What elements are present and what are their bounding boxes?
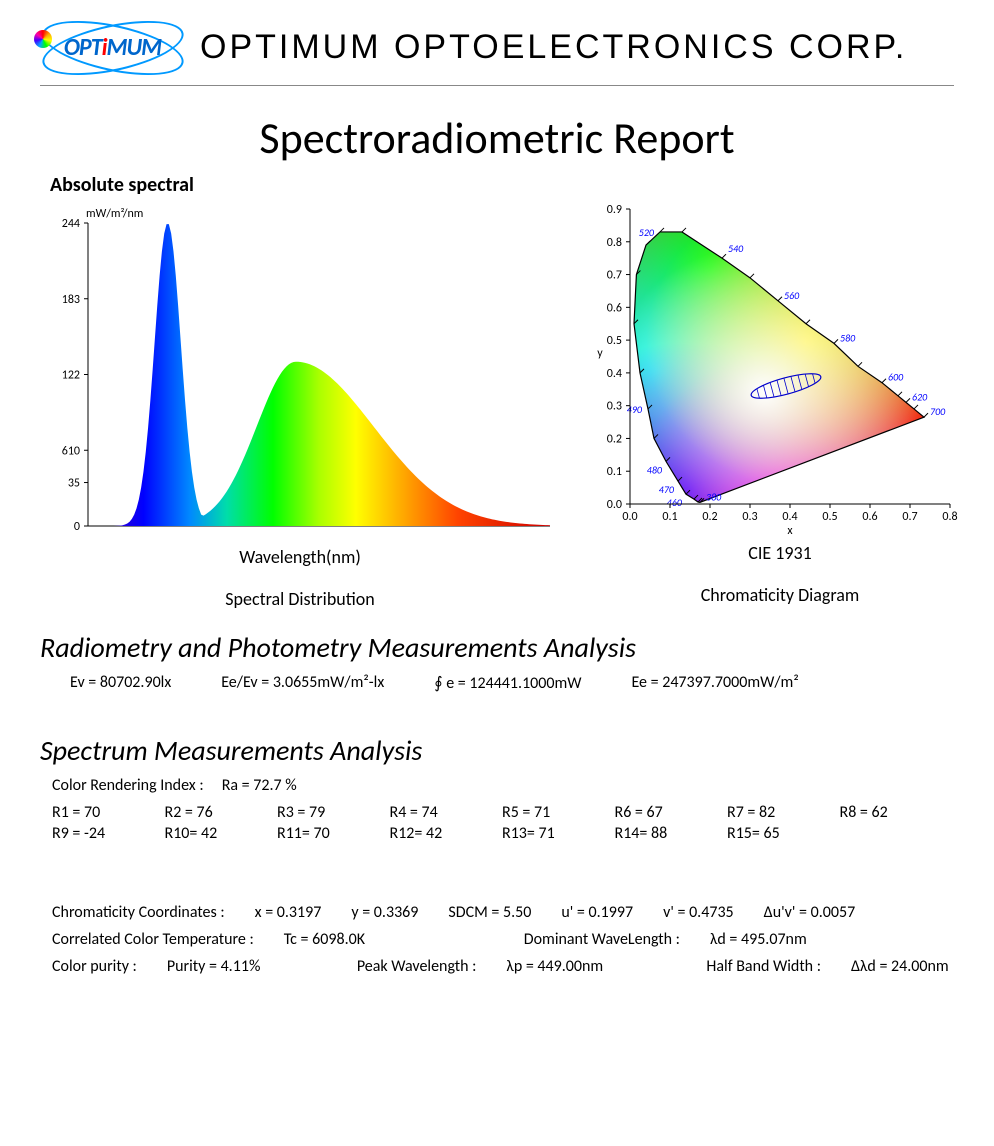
svg-text:0.4: 0.4 (607, 367, 622, 381)
cie-chart: 380 460470 480 490 520 540 560 580 600 620700 0.0… (590, 199, 970, 534)
svg-text:490: 490 (627, 403, 643, 416)
svg-text:0: 0 (74, 520, 80, 534)
radiometry-row: Ev = 80702.90lx Ee/Ev = 3.0655mW/m²-lx ∮… (70, 673, 954, 693)
svg-text:0.3: 0.3 (607, 400, 622, 414)
svg-text:520: 520 (639, 226, 655, 239)
ee-ev: Ee/Ev = 3.0655mW/m²-lx (221, 673, 384, 693)
svg-text:0.7: 0.7 (902, 510, 917, 524)
svg-text:122: 122 (62, 369, 80, 383)
svg-text:610: 610 (62, 444, 80, 458)
ee: Ee = 247397.7000mW/m² (632, 673, 799, 693)
svg-text:380: 380 (706, 490, 722, 503)
cie-x-label: CIE 1931 (748, 542, 811, 564)
radiometry-title: Radiometry and Photometry Measurements A… (40, 630, 954, 665)
spectrum-title: Spectrum Measurements Analysis (40, 733, 954, 768)
svg-text:244: 244 (62, 217, 80, 231)
r-row-1: R1 = 70 R2 = 76 R3 = 79 R4 = 74 R5 = 71 … (52, 803, 952, 822)
svg-text:470: 470 (659, 483, 675, 496)
purity-row: Color purity : Purity = 4.11% Peak Wavel… (52, 957, 954, 976)
ev: Ev = 80702.90lx (70, 673, 171, 693)
header: OPTiMUM OPTIMUM OPTOELECTRONICS CORP. (40, 20, 954, 86)
logo: OPTiMUM (40, 20, 185, 75)
company-name: OPTIMUM OPTOELECTRONICS CORP. (200, 28, 907, 67)
svg-text:0.2: 0.2 (702, 510, 717, 524)
cie-block: 380 460470 480 490 520 540 560 580 600 620700 0.0… (590, 199, 970, 606)
cri-row: Color Rendering Index : Ra = 72.7 % (52, 776, 954, 795)
svg-text:x: x (787, 524, 793, 534)
spectral-subtitle: Absolute spectral (50, 173, 194, 197)
spectral-chart: 0 35 610 122 183 244 mW/m²/nm (40, 203, 560, 538)
spectral-caption: Spectral Distribution (225, 588, 374, 610)
phi-e: ∮ e = 124441.1000mW (434, 673, 581, 693)
svg-text:0.1: 0.1 (662, 510, 677, 524)
spectral-block: Absolute spectral 0 35 610 122 183 244 mW/m²/n… (40, 173, 560, 610)
svg-text:600: 600 (888, 371, 904, 384)
svg-text:35: 35 (68, 477, 80, 491)
svg-text:0.0: 0.0 (622, 510, 637, 524)
svg-text:540: 540 (728, 242, 744, 255)
svg-text:0.5: 0.5 (822, 510, 837, 524)
svg-text:y: y (597, 347, 603, 361)
svg-text:0.6: 0.6 (862, 510, 877, 524)
r-row-2: R9 = -24 R10= 42 R11= 70 R12= 42 R13= 71… (52, 824, 952, 843)
svg-text:480: 480 (647, 463, 663, 476)
svg-text:0.0: 0.0 (607, 498, 622, 512)
spectral-x-label: Wavelength(nm) (239, 546, 361, 568)
svg-text:580: 580 (840, 331, 856, 344)
chroma-coord-row: Chromaticity Coordinates : x = 0.3197 y … (52, 903, 954, 922)
svg-text:0.3: 0.3 (742, 510, 757, 524)
svg-text:700: 700 (930, 405, 946, 418)
svg-text:mW/m²/nm: mW/m²/nm (86, 207, 143, 221)
svg-text:0.7: 0.7 (607, 269, 622, 283)
svg-text:0.4: 0.4 (782, 510, 797, 524)
cie-caption: Chromaticity Diagram (701, 584, 860, 606)
logo-text: OPTiMUM (64, 33, 161, 62)
report-title: Spectroradiometric Report (40, 111, 954, 165)
svg-text:0.8: 0.8 (607, 236, 622, 250)
svg-text:0.2: 0.2 (607, 432, 622, 446)
svg-text:183: 183 (62, 293, 80, 307)
svg-text:0.5: 0.5 (607, 334, 622, 348)
svg-text:0.6: 0.6 (607, 301, 622, 315)
svg-text:620: 620 (912, 390, 928, 403)
svg-text:560: 560 (784, 289, 800, 302)
cct-row: Correlated Color Temperature : Tc = 6098… (52, 930, 954, 949)
charts-row: Absolute spectral 0 35 610 122 183 244 mW/m²/n… (40, 173, 954, 610)
svg-text:0.1: 0.1 (607, 465, 622, 479)
svg-text:0.9: 0.9 (607, 203, 622, 217)
svg-text:460: 460 (667, 496, 683, 509)
svg-text:0.8: 0.8 (942, 510, 957, 524)
